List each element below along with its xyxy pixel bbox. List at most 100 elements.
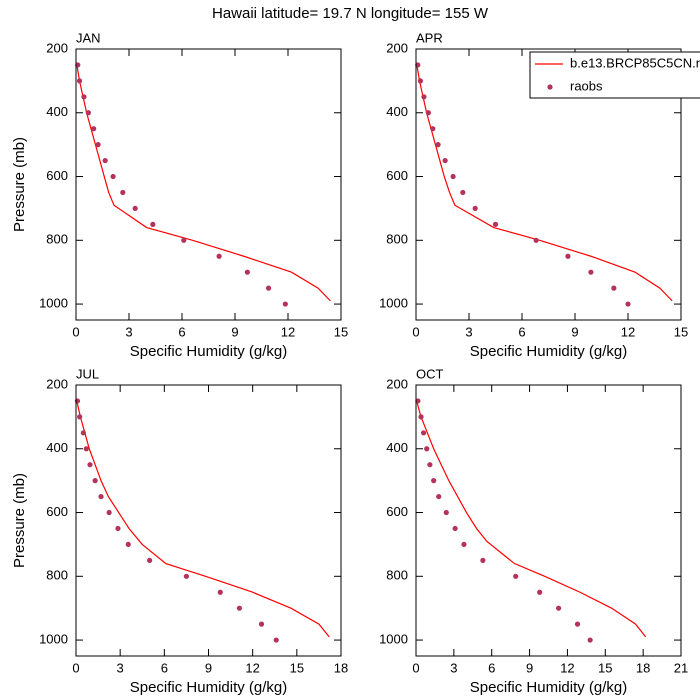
raob-point [625,301,631,307]
raob-point [125,541,131,548]
x-tick-label: 6 [178,324,185,339]
raob-point [265,285,272,291]
raob-point [120,189,126,196]
panel: JUL Specific Humidity (g/kg) Pressure (mb)… [11,366,348,696]
x-tick-label: 0 [72,324,79,339]
y-tick-label: 800 [386,232,408,247]
y-tick-label: 200 [46,376,68,391]
raob-point [443,509,449,516]
raob-point [435,142,441,148]
x-axis-label: Specific Humidity (g/kg) [130,343,288,360]
y-axis-label: Pressure (mb) [11,137,28,232]
plot-frame [75,48,342,321]
raob-point [472,205,478,212]
x-tick-label: 18 [636,660,650,675]
raob-point [282,301,288,307]
legend-label: raobs [570,78,603,93]
raob-point [430,126,436,132]
x-tick-label: 12 [621,324,635,339]
x-tick-label: 0 [412,324,419,339]
raob-point [132,205,138,212]
x-tick-label: 21 [674,660,688,675]
raob-point [150,221,156,227]
x-tick-label: 6 [518,324,525,339]
panel-title: JUL [76,366,99,381]
raob-point [420,430,427,436]
raob-point [181,237,187,243]
raob-point [492,221,499,227]
x-tick-label: 15 [674,324,688,339]
panel: OCT Specific Humidity (g/kg) 0 3 6 9 12 15 18 21 2… [379,366,688,696]
raob-point [273,637,279,643]
raob-point [244,269,250,275]
profile-line [76,400,330,638]
x-tick-label: 0 [72,660,79,675]
y-tick-label: 200 [386,376,408,391]
legend-marker [547,84,553,90]
raob-point [81,94,87,100]
raob-point [98,493,104,500]
raob-point [533,237,539,243]
raob-point [588,269,594,275]
y-tick-label: 600 [46,504,68,519]
raob-point [587,637,593,643]
panel-title: JAN [76,30,101,45]
raob-point [83,446,89,452]
x-tick-label: 18 [334,660,348,675]
x-tick-label: 12 [245,660,259,675]
raob-point [436,493,442,500]
x-tick-label: 15 [334,324,348,339]
y-tick-label: 1000 [39,631,68,646]
y-tick-label: 400 [46,104,68,119]
raob-point [95,142,101,148]
x-tick-label: 12 [281,324,295,339]
y-axis-label: Pressure (mb) [11,473,28,568]
y-tick-label: 800 [46,232,68,247]
y-tick-label: 600 [386,504,408,519]
panel-title: OCT [416,366,444,381]
raob-point [217,589,223,595]
x-tick-label: 9 [571,324,578,339]
raob-point [258,621,265,627]
raob-point [102,157,108,164]
y-tick-label: 600 [386,168,408,183]
raob-point [480,557,486,563]
panel: APR Specific Humidity (g/kg) 0 3 6 9 12 15 200 40… [379,30,700,360]
x-tick-label: 6 [488,660,495,675]
x-tick-label: 9 [526,660,533,675]
x-axis-label: Specific Humidity (g/kg) [470,343,628,360]
x-tick-label: 9 [231,324,238,339]
raob-point [415,398,421,404]
x-tick-label: 3 [125,324,132,339]
raob-point [110,173,116,180]
x-tick-label: 0 [412,660,419,675]
x-tick-label: 15 [598,660,612,675]
page-title: Hawaii latitude= 19.7 N longitude= 155 W [212,5,489,22]
x-tick-label: 3 [465,324,472,339]
panel-title: APR [416,30,443,45]
y-tick-label: 400 [386,440,408,455]
raob-point [91,126,97,132]
raob-point [216,253,222,259]
plot-frame [75,384,342,657]
raob-point [442,157,448,164]
plot-frame [415,48,682,321]
y-tick-label: 1000 [379,631,408,646]
raob-point [85,110,91,116]
raob-point [87,462,93,468]
raob-point [427,462,433,468]
raob-point [450,173,456,180]
x-tick-label: 12 [560,660,574,675]
profile-line [416,400,647,638]
raob-point [424,446,430,452]
raob-point [92,478,98,484]
raob-point [452,525,458,532]
raob-point [421,94,427,100]
raob-point [236,605,243,611]
y-tick-label: 200 [386,40,408,55]
legend-label: b.e13.BRCP85C5CN.n [570,55,700,70]
raob-point [555,605,562,611]
raob-point [417,78,424,84]
y-tick-label: 800 [386,568,408,583]
